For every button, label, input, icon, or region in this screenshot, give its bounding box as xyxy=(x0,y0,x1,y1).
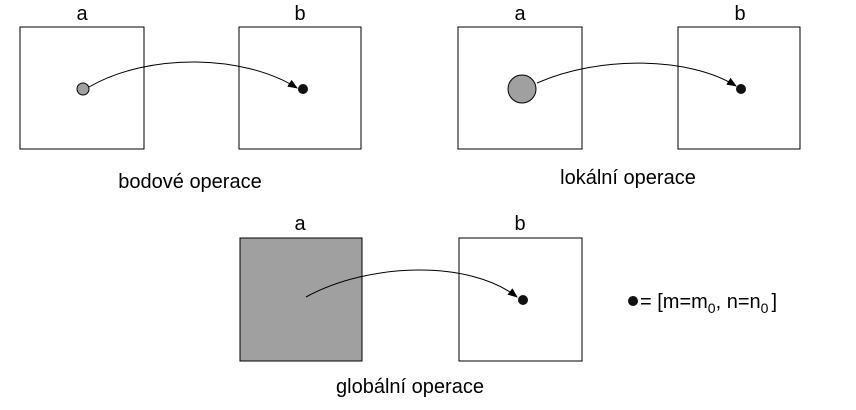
point-target-label: b xyxy=(294,3,305,25)
global-source-label: a xyxy=(294,213,306,235)
local-target-pixel xyxy=(736,84,746,94)
local-operation-caption: lokální operace xyxy=(560,167,696,189)
global-target-label: b xyxy=(514,213,525,235)
local-source-label: a xyxy=(514,3,526,25)
local-target-label: b xyxy=(734,3,745,25)
legend-subscript-n: 0 xyxy=(761,300,769,316)
local-operation-group: a b lokální operace xyxy=(457,3,801,189)
legend-pixel-icon xyxy=(628,296,638,306)
point-target-pixel xyxy=(298,84,308,94)
legend-prefix: = [m=m xyxy=(640,291,708,313)
legend: = [m=m0, n=n0] xyxy=(628,291,777,316)
point-operation-group: a b bodové operace xyxy=(19,3,362,193)
local-transfer-arrow xyxy=(536,62,737,87)
point-source-pixel xyxy=(76,82,90,96)
global-transfer-arrow xyxy=(305,269,518,298)
local-source-neighborhood xyxy=(507,74,537,104)
legend-equation: = [m=m0, n=n0] xyxy=(640,291,777,316)
point-operation-caption: bodové operace xyxy=(118,171,261,193)
global-operation-group: a b globální operace xyxy=(239,213,583,398)
legend-suffix: ] xyxy=(771,291,777,313)
global-operation-caption: globální operace xyxy=(336,376,484,398)
point-transfer-arrow xyxy=(88,61,298,89)
legend-middle: , n=n xyxy=(716,291,761,313)
global-source-image xyxy=(239,237,363,362)
global-target-pixel xyxy=(518,295,528,305)
legend-subscript-m: 0 xyxy=(708,300,716,316)
point-source-label: a xyxy=(76,3,88,25)
